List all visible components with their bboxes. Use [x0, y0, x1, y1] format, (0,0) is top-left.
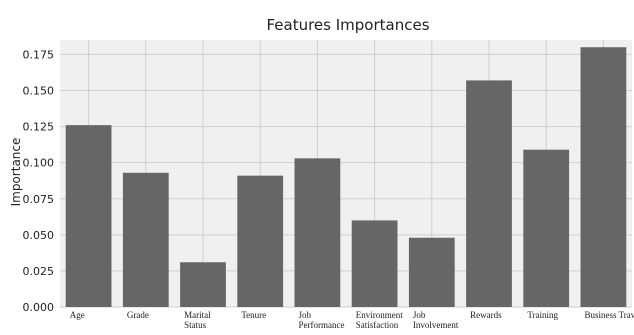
y-tick-label: 0.050: [23, 229, 55, 242]
y-tick-labels: 0.000 0.025 0.050 0.075 0.100 0.125 0.150 0.175: [23, 48, 55, 314]
x-tick-label: Training: [527, 310, 558, 320]
x-tick-label: Rewards: [470, 310, 502, 320]
bar: [580, 47, 627, 307]
x-tick-label: Tenure: [241, 310, 266, 320]
y-axis-label: Importance: [9, 138, 23, 207]
y-tick-label: 0.100: [23, 157, 55, 170]
bar: [65, 125, 112, 307]
bar: [408, 237, 455, 307]
x-tick-label: Age: [70, 310, 85, 320]
x-tick-label: Job Performance: [299, 310, 345, 330]
x-tick-label: Business Travel: [585, 310, 634, 320]
bar: [351, 220, 398, 307]
y-tick-label: 0.150: [23, 85, 55, 98]
bars: [65, 47, 627, 307]
x-tick-labels: Age Grade Marital Status Tenure Job Performanc…: [70, 310, 634, 330]
chart-title: Features Importances: [266, 16, 429, 34]
y-tick-label: 0.175: [23, 48, 55, 61]
y-tick-label: 0.125: [23, 121, 55, 134]
bar: [180, 262, 226, 307]
y-tick-label: 0.025: [23, 265, 55, 278]
bar: [523, 149, 570, 307]
bar: [466, 80, 512, 307]
y-tick-label: 0.075: [23, 193, 55, 206]
x-tick-label: Environment Satisfaction: [356, 310, 403, 330]
x-tick-label: Grade: [127, 310, 149, 320]
bar: [122, 172, 169, 307]
x-tick-label: Job Involvement: [413, 310, 459, 330]
x-tick-label: Marital Status: [184, 310, 211, 330]
y-tick-label: 0.000: [23, 301, 55, 314]
bar: [237, 175, 284, 307]
bar: [294, 158, 341, 307]
